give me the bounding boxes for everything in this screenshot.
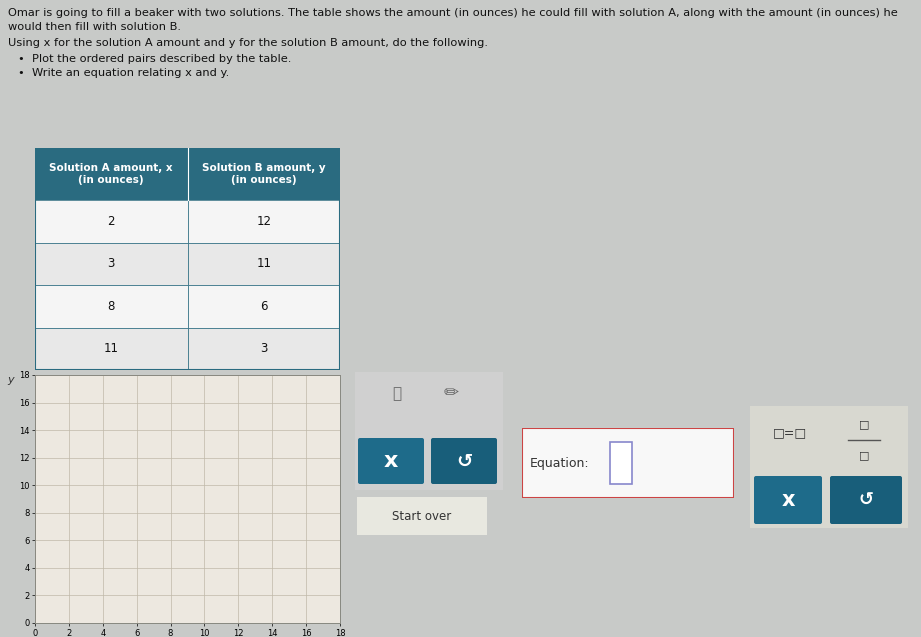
FancyBboxPatch shape <box>35 148 340 200</box>
FancyBboxPatch shape <box>35 200 188 243</box>
Text: ↺: ↺ <box>456 452 472 471</box>
Text: 3: 3 <box>108 257 115 270</box>
FancyBboxPatch shape <box>747 403 911 531</box>
FancyBboxPatch shape <box>35 327 188 370</box>
FancyBboxPatch shape <box>188 327 340 370</box>
Text: 3: 3 <box>260 342 267 355</box>
Text: •  Plot the ordered pairs described by the table.: • Plot the ordered pairs described by th… <box>18 54 291 64</box>
Text: Solution B amount, y
(in ounces): Solution B amount, y (in ounces) <box>202 163 325 185</box>
FancyBboxPatch shape <box>35 285 188 327</box>
Text: 11: 11 <box>104 342 119 355</box>
FancyBboxPatch shape <box>754 476 822 524</box>
Text: Omar is going to fill a beaker with two solutions. The table shows the amount (i: Omar is going to fill a beaker with two … <box>8 8 898 18</box>
FancyBboxPatch shape <box>188 285 340 327</box>
Text: 📎: 📎 <box>391 386 401 401</box>
Text: 11: 11 <box>256 257 272 270</box>
Text: ↺: ↺ <box>858 491 873 509</box>
Text: 2: 2 <box>108 215 115 228</box>
FancyBboxPatch shape <box>35 243 188 285</box>
FancyBboxPatch shape <box>522 428 734 498</box>
FancyBboxPatch shape <box>352 369 506 493</box>
FancyBboxPatch shape <box>358 438 424 484</box>
Text: ✏: ✏ <box>444 384 459 402</box>
Text: •  Write an equation relating x and y.: • Write an equation relating x and y. <box>18 68 229 78</box>
Text: □=□: □=□ <box>773 426 807 440</box>
Text: x: x <box>781 490 795 510</box>
Text: Solution A amount, x
(in ounces): Solution A amount, x (in ounces) <box>50 163 173 185</box>
FancyBboxPatch shape <box>188 200 340 243</box>
Text: Using x for the solution A amount and y for the solution B amount, do the follow: Using x for the solution A amount and y … <box>8 38 488 48</box>
Text: would then fill with solution B.: would then fill with solution B. <box>8 22 181 32</box>
Text: Equation:: Equation: <box>530 457 589 469</box>
Text: Start over: Start over <box>392 510 451 522</box>
FancyBboxPatch shape <box>431 438 497 484</box>
FancyBboxPatch shape <box>610 442 632 484</box>
Text: 8: 8 <box>108 300 115 313</box>
Text: x: x <box>384 451 398 471</box>
Text: 12: 12 <box>256 215 272 228</box>
FancyBboxPatch shape <box>188 243 340 285</box>
FancyBboxPatch shape <box>355 495 489 537</box>
Text: y: y <box>7 375 14 385</box>
Text: 6: 6 <box>260 300 267 313</box>
Text: □: □ <box>858 419 869 429</box>
Text: □: □ <box>858 450 869 460</box>
FancyBboxPatch shape <box>830 476 902 524</box>
